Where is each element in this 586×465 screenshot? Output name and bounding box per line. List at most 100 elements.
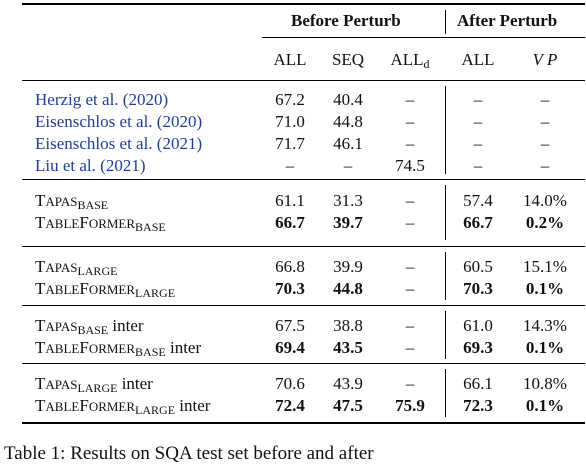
model-name-suffix: inter xyxy=(165,338,202,357)
model-name-first: T xyxy=(35,191,46,210)
cell-seq: 43.9 xyxy=(333,374,363,393)
cell-seq: 31.3 xyxy=(333,191,363,210)
model-name: TAPASBASE xyxy=(35,191,108,215)
cell-vp: 0.1% xyxy=(525,279,565,298)
model-name-rest2: ORMER xyxy=(88,282,136,297)
cell-all: 66.8 xyxy=(275,257,305,276)
cell-vp: 15.1% xyxy=(523,257,567,276)
citation-author: Eisenschlos et al. ( xyxy=(35,134,163,153)
cell-alld: – xyxy=(405,134,415,153)
citation-year-link[interactable]: 2020 xyxy=(128,90,163,109)
model-name-rest: ABLE xyxy=(45,399,80,414)
model-name-first: T xyxy=(35,316,46,335)
cell-vp: – xyxy=(540,112,550,131)
model-name: TABLEFORMERBASE inter xyxy=(35,338,201,362)
model-name-first2: F xyxy=(79,213,89,232)
cell-after-all: 66.1 xyxy=(463,374,493,393)
cell-all: 66.7 xyxy=(275,213,305,232)
group-rule-3 xyxy=(22,305,585,306)
cell-seq: 47.5 xyxy=(333,396,363,415)
cell-after-all: – xyxy=(473,90,483,109)
model-name-suffix: inter xyxy=(108,316,144,335)
vsep-group-1 xyxy=(445,185,446,240)
model-name-first: T xyxy=(35,213,46,232)
cell-after-all: – xyxy=(473,134,483,153)
cell-all: 70.6 xyxy=(275,374,305,393)
model-name-first2: F xyxy=(79,279,89,298)
model-name-sub: LARGE xyxy=(135,403,176,417)
model-name-first: T xyxy=(35,396,46,415)
cell-vp: – xyxy=(540,90,550,109)
cell-alld: – xyxy=(405,338,415,357)
vsep-prior xyxy=(445,86,446,174)
header-after-perturb: After Perturb xyxy=(457,11,558,30)
cell-after-all: 60.5 xyxy=(463,257,493,276)
cell-all: 71.0 xyxy=(275,112,305,131)
model-name: TABLEFORMERLARGE inter xyxy=(35,396,210,420)
vsep-group-2 xyxy=(445,252,446,300)
cell-all: 70.3 xyxy=(275,279,305,298)
vsep-header xyxy=(445,10,446,34)
header-group-rule xyxy=(262,37,585,38)
cell-vp: 14.0% xyxy=(523,191,567,210)
model-name-first: T xyxy=(35,374,46,393)
cell-all: 67.5 xyxy=(275,316,305,335)
citation-year-link[interactable]: 2021 xyxy=(105,156,140,175)
model-name-sub: LARGE xyxy=(77,264,118,278)
model-name-first: T xyxy=(35,279,46,298)
cell-after-all: 57.4 xyxy=(463,191,493,210)
group-rule-4 xyxy=(22,363,585,364)
cell-vp: 10.8% xyxy=(523,374,567,393)
cell-all: – xyxy=(285,156,295,175)
cell-alld: – xyxy=(405,316,415,335)
cell-all: 72.4 xyxy=(275,396,305,415)
citation-year-link[interactable]: 2021 xyxy=(162,134,197,153)
cell-seq: 46.1 xyxy=(333,134,363,153)
citation[interactable]: Herzig et al. (2020) xyxy=(35,90,168,110)
cell-after-all: 69.3 xyxy=(463,338,493,357)
cell-all: 71.7 xyxy=(275,134,305,153)
citation-author: Herzig et al. ( xyxy=(35,90,129,109)
model-name-sub: BASE xyxy=(77,198,109,212)
model-name-rest: ABLE xyxy=(45,282,80,297)
model-name-sub: LARGE xyxy=(135,286,176,300)
model-name-rest2: ORMER xyxy=(88,216,136,231)
model-name-rest: APAS xyxy=(45,377,78,392)
model-name: TAPASBASE inter xyxy=(35,316,144,340)
model-name-first2: F xyxy=(79,396,89,415)
cell-alld: 74.5 xyxy=(395,156,425,175)
cell-vp: – xyxy=(540,134,550,153)
model-name-rest: ABLE xyxy=(45,341,80,356)
model-name-first2: F xyxy=(79,338,89,357)
cell-alld: – xyxy=(405,374,415,393)
citation-year-link[interactable]: 2020 xyxy=(162,112,197,131)
cell-alld: – xyxy=(405,213,415,232)
col-header-alld-main: ALL xyxy=(390,50,424,69)
citation[interactable]: Eisenschlos et al. (2021) xyxy=(35,134,202,154)
header-before-perturb: Before Perturb xyxy=(291,11,401,30)
cell-after-all: 61.0 xyxy=(463,316,493,335)
col-header-all-after: ALL xyxy=(461,50,495,69)
cell-seq: 44.8 xyxy=(333,279,363,298)
cell-vp: – xyxy=(540,156,550,175)
model-name-sub: BASE xyxy=(77,323,109,337)
cell-after-all: – xyxy=(473,112,483,131)
citation-author: Liu et al. ( xyxy=(35,156,106,175)
citation-close: ) xyxy=(196,134,203,153)
citation[interactable]: Liu et al. (2021) xyxy=(35,156,145,176)
col-header-vp: V P xyxy=(532,50,558,69)
cell-seq: 40.4 xyxy=(333,90,363,109)
model-name-first: T xyxy=(35,338,46,357)
model-name-rest: APAS xyxy=(45,260,78,275)
model-name-rest: ABLE xyxy=(45,216,80,231)
table-caption: Table 1: Results on SQA test set before … xyxy=(4,443,374,464)
cell-all: 69.4 xyxy=(275,338,305,357)
cell-after-all: 70.3 xyxy=(463,279,493,298)
citation[interactable]: Eisenschlos et al. (2020) xyxy=(35,112,202,132)
citation-close: ) xyxy=(139,156,146,175)
cell-alld: – xyxy=(405,90,415,109)
cell-after-all: 72.3 xyxy=(463,396,493,415)
cell-seq: 44.8 xyxy=(333,112,363,131)
cell-alld: 75.9 xyxy=(395,396,425,415)
cell-seq: 43.5 xyxy=(333,338,363,357)
